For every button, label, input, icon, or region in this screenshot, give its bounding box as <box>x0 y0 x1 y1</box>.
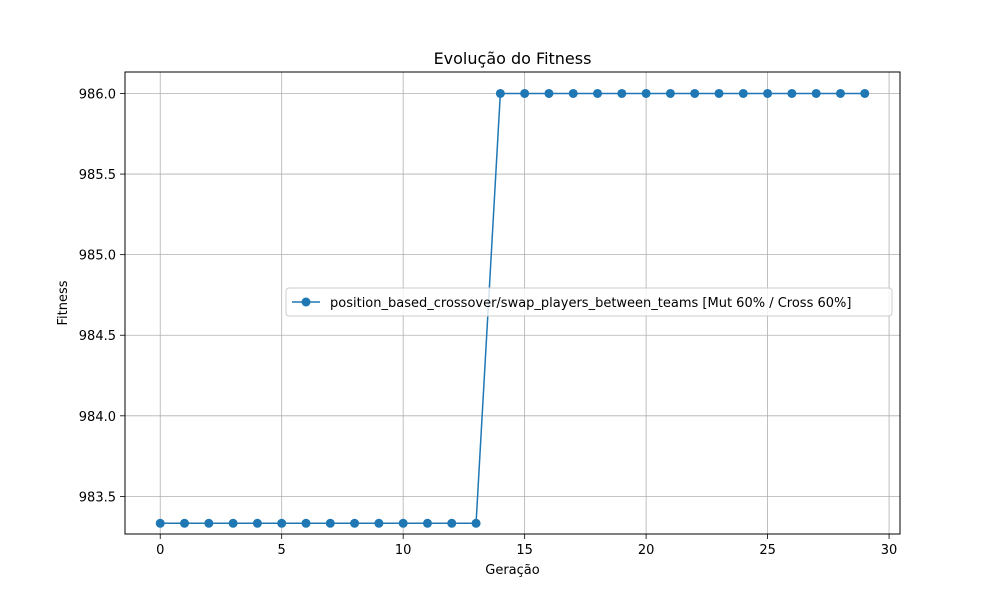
data-point <box>447 518 457 528</box>
data-point <box>301 518 311 528</box>
data-point <box>252 518 262 528</box>
x-tick-label: 5 <box>278 543 286 558</box>
data-point <box>495 88 505 98</box>
x-tick-label: 10 <box>395 543 412 558</box>
data-point <box>228 518 238 528</box>
data-point <box>520 88 530 98</box>
data-point <box>204 518 214 528</box>
x-tick-label: 25 <box>759 543 776 558</box>
legend-box <box>285 287 893 317</box>
x-axis-label: Geração <box>485 563 539 578</box>
legend-marker-swatch <box>301 297 311 307</box>
data-point <box>374 518 384 528</box>
data-point <box>641 88 651 98</box>
y-tick-label: 984.0 <box>79 410 116 425</box>
data-point <box>690 88 700 98</box>
data-point <box>593 88 603 98</box>
data-point <box>738 88 748 98</box>
x-tick-label: 15 <box>516 543 533 558</box>
data-point <box>714 88 724 98</box>
legend: position_based_crossover/swap_players_be… <box>285 287 893 317</box>
data-point <box>350 518 360 528</box>
x-tick-label: 0 <box>156 543 164 558</box>
legend-label: position_based_crossover/swap_players_be… <box>330 296 851 311</box>
axis-ticks: 0 5 10 15 20 25 30 983.5 984.0 984.5 985.0 985.5 986… <box>79 87 898 558</box>
data-point <box>568 88 578 98</box>
data-point <box>617 88 627 98</box>
chart-title: Evolução do Fitness <box>434 49 592 68</box>
y-tick-label: 985.0 <box>79 249 116 264</box>
y-tick-label: 985.5 <box>79 168 116 183</box>
data-point <box>422 518 432 528</box>
x-tick-label: 20 <box>638 543 655 558</box>
data-point <box>155 518 165 528</box>
x-tick-label: 30 <box>881 543 898 558</box>
data-point <box>471 518 481 528</box>
data-point <box>665 88 675 98</box>
data-point <box>180 518 190 528</box>
y-axis-label: Fitness <box>56 280 71 325</box>
data-series <box>155 88 870 528</box>
data-point <box>277 518 287 528</box>
data-point <box>811 88 821 98</box>
plot-frame <box>124 71 901 535</box>
data-point <box>544 88 554 98</box>
data-point <box>835 88 845 98</box>
data-point <box>325 518 335 528</box>
data-point <box>763 88 773 98</box>
data-point <box>860 88 870 98</box>
y-tick-label: 986.0 <box>79 87 116 102</box>
data-point <box>787 88 797 98</box>
data-point <box>398 518 408 528</box>
y-tick-label: 984.5 <box>79 329 116 344</box>
y-tick-label: 983.5 <box>79 490 116 505</box>
